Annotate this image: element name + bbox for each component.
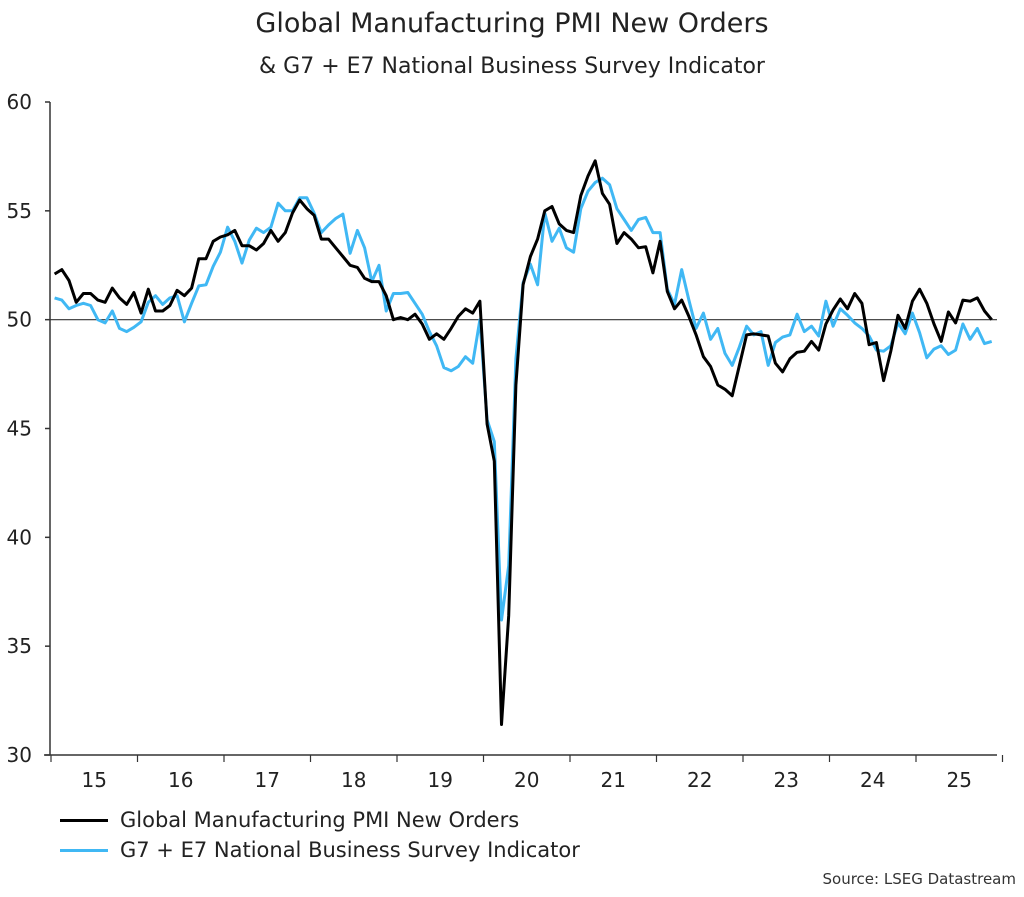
chart-subtitle: & G7 + E7 National Business Survey Indic… <box>259 54 765 79</box>
y-tick-label: 30 <box>7 743 32 767</box>
legend-item-pmi: Global Manufacturing PMI New Orders <box>60 805 580 835</box>
legend-label-survey: G7 + E7 National Business Survey Indicat… <box>120 838 580 862</box>
x-tick-label: 17 <box>255 768 280 792</box>
y-tick-label: 35 <box>7 634 32 658</box>
legend-swatch-pmi <box>60 818 108 822</box>
x-tick-label: 18 <box>341 768 366 792</box>
legend-label-pmi: Global Manufacturing PMI New Orders <box>120 808 520 832</box>
x-tick-label: 21 <box>601 768 626 792</box>
x-tick-label: 25 <box>947 768 972 792</box>
y-tick-label: 40 <box>7 525 32 549</box>
legend-swatch-survey <box>60 848 108 852</box>
chart-title: Global Manufacturing PMI New Orders <box>255 8 769 39</box>
y-tick-label: 50 <box>7 308 32 332</box>
series-line-pmi-new-orders <box>53 159 993 726</box>
x-tick-label: 24 <box>860 768 885 792</box>
y-tick-label: 55 <box>7 199 32 223</box>
y-tick-label: 60 <box>7 90 32 114</box>
x-tick-label: 16 <box>168 768 193 792</box>
x-tick-label: 15 <box>82 768 107 792</box>
x-tick-label: 22 <box>687 768 712 792</box>
x-tick-label: 20 <box>514 768 539 792</box>
y-tick-label: 45 <box>7 417 32 441</box>
x-tick-label: 19 <box>428 768 453 792</box>
series-line-survey-indicator <box>54 176 993 622</box>
x-tick-label: 23 <box>774 768 799 792</box>
legend: Global Manufacturing PMI New Orders G7 +… <box>60 805 580 865</box>
legend-item-survey: G7 + E7 National Business Survey Indicat… <box>60 835 580 865</box>
source-note: Source: LSEG Datastream <box>822 870 1016 888</box>
